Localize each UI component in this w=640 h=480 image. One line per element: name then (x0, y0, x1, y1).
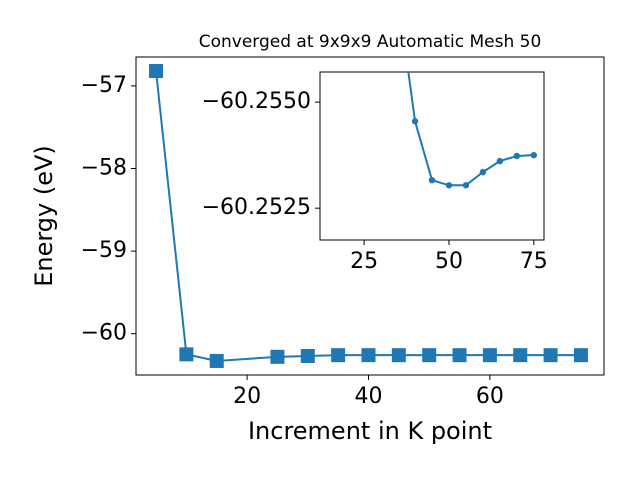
x-tick-label: 60 (476, 384, 504, 409)
marker (462, 182, 470, 189)
x-axis-label: Increment in K point (248, 417, 492, 445)
marker (496, 157, 504, 165)
x-tick-label: 25 (350, 249, 378, 274)
marker (209, 353, 224, 368)
y-tick-label: −60.2525 (202, 195, 311, 220)
y-tick-label: −60.2550 (202, 89, 311, 114)
y-axis-label: Energy (eV) (30, 145, 58, 287)
x-tick-label: 50 (435, 249, 463, 274)
marker (428, 176, 436, 184)
marker (411, 118, 419, 125)
x-tick-label: 40 (354, 384, 382, 409)
chart-title: Converged at 9x9x9 Automatic Mesh 50 (199, 32, 542, 52)
series-group (149, 64, 588, 368)
marker (573, 348, 588, 363)
plot-area (319, 71, 545, 241)
marker (270, 349, 285, 364)
marker (530, 151, 538, 159)
marker (422, 348, 437, 363)
marker (479, 168, 487, 176)
marker (445, 182, 453, 189)
y-tick-label: −60 (81, 321, 127, 346)
marker (543, 348, 558, 363)
marker (513, 152, 521, 160)
marker (179, 347, 194, 362)
marker (149, 64, 164, 79)
marker (361, 348, 376, 363)
y-tick-label: −58 (81, 156, 127, 181)
y-tick-label: −59 (81, 238, 127, 263)
series-group (407, 72, 538, 189)
x-tick-label: 20 (233, 384, 261, 409)
x-tick-label: 75 (520, 249, 548, 274)
marker (452, 348, 467, 363)
marker (391, 348, 406, 363)
marker (513, 348, 528, 363)
marker (300, 349, 315, 364)
y-tick-label: −57 (81, 73, 127, 98)
marker (331, 348, 346, 363)
marker (482, 348, 497, 363)
